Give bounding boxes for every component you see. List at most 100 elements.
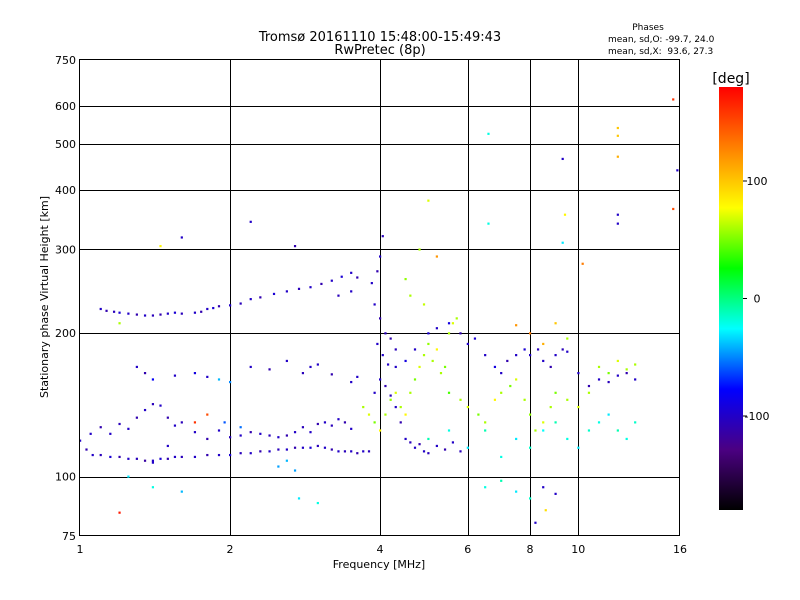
data-point — [350, 427, 353, 430]
data-point — [285, 359, 288, 363]
data-point — [193, 311, 197, 314]
data-point — [293, 446, 297, 449]
data-point — [447, 429, 451, 432]
data-point — [330, 279, 333, 282]
data-point — [459, 398, 462, 401]
data-point — [459, 450, 462, 453]
data-point — [484, 354, 487, 357]
data-point — [435, 327, 438, 330]
data-point — [616, 374, 619, 377]
data-point — [413, 348, 417, 351]
data-point — [435, 348, 438, 351]
data-point — [561, 241, 564, 244]
data-point — [607, 380, 610, 384]
data-point — [337, 418, 340, 421]
data-point — [249, 431, 252, 434]
data-point — [493, 365, 497, 369]
data-point — [301, 426, 305, 429]
data-point — [293, 431, 297, 434]
data-point — [542, 486, 545, 489]
data-point — [577, 405, 580, 409]
data-point — [563, 213, 567, 216]
phase-stats-x: mean, sd,X: 93.6, 27.3 — [608, 47, 713, 57]
data-point — [268, 368, 271, 371]
data-point — [384, 413, 387, 416]
data-point — [180, 236, 183, 239]
data-point — [515, 437, 518, 441]
phase-stats-heading: Phases — [632, 23, 664, 33]
data-point — [529, 446, 532, 449]
data-point — [309, 365, 312, 369]
data-point — [500, 372, 503, 375]
data-point — [523, 398, 526, 401]
data-point — [625, 372, 628, 375]
phase-stats-o: mean, sd,O: -99.7, 24.0 — [608, 35, 715, 45]
data-point — [362, 405, 365, 409]
data-point — [259, 432, 262, 435]
data-point — [99, 453, 102, 457]
data-point — [337, 294, 340, 297]
data-point — [143, 459, 147, 462]
colorbar — [719, 87, 743, 510]
data-point — [301, 446, 305, 449]
data-point — [109, 455, 112, 459]
data-point — [323, 421, 327, 424]
data-point — [193, 372, 197, 375]
data-point — [277, 448, 280, 451]
data-point — [587, 429, 591, 432]
data-point — [309, 286, 312, 289]
data-point — [386, 363, 390, 366]
x-axis-label: Frequency [MHz] — [333, 558, 425, 571]
data-point — [316, 444, 319, 448]
data-point — [418, 443, 421, 446]
data-point — [427, 199, 430, 202]
data-point — [151, 378, 155, 381]
data-point — [404, 278, 407, 281]
data-point — [616, 222, 619, 225]
data-point — [384, 384, 387, 388]
x-tick-label: 1 — [77, 543, 84, 556]
data-point — [607, 413, 610, 416]
data-point — [544, 509, 547, 512]
y-axis-label: Stationary phase Virtual Height [km] — [38, 196, 51, 398]
x-tick-label: 10 — [571, 543, 585, 556]
data-point — [285, 434, 288, 437]
data-point — [362, 450, 365, 453]
data-point — [85, 448, 88, 451]
data-point — [166, 416, 169, 419]
data-point — [239, 434, 242, 437]
data-point — [409, 441, 412, 444]
data-point — [484, 429, 487, 432]
data-point — [413, 446, 417, 449]
data-point — [443, 365, 447, 369]
data-point — [581, 262, 584, 265]
data-point — [422, 450, 426, 453]
data-point — [118, 322, 121, 325]
data-point — [316, 363, 319, 366]
data-point — [394, 348, 397, 351]
data-point — [389, 398, 392, 401]
data-point — [529, 354, 532, 357]
y-tick-label: 75 — [62, 530, 76, 543]
data-point — [542, 359, 545, 363]
data-point — [223, 421, 226, 424]
data-point — [135, 365, 138, 369]
colorbar-tick-label: 0 — [754, 293, 761, 306]
data-point — [193, 421, 197, 424]
data-point — [506, 359, 509, 363]
colorbar-ticks: 100 0 -100 — [743, 175, 769, 423]
data-point — [229, 436, 232, 439]
data-point — [337, 450, 340, 453]
data-point — [435, 444, 438, 448]
data-point — [206, 375, 209, 379]
data-point — [151, 461, 155, 464]
data-point — [431, 359, 434, 363]
data-point — [566, 437, 569, 441]
y-tick-label: 300 — [55, 243, 76, 256]
data-point — [447, 322, 451, 325]
data-point — [577, 446, 580, 449]
data-point — [285, 290, 288, 293]
data-point — [297, 497, 301, 500]
x-tick-label: 8 — [527, 543, 534, 556]
data-point — [381, 354, 384, 357]
